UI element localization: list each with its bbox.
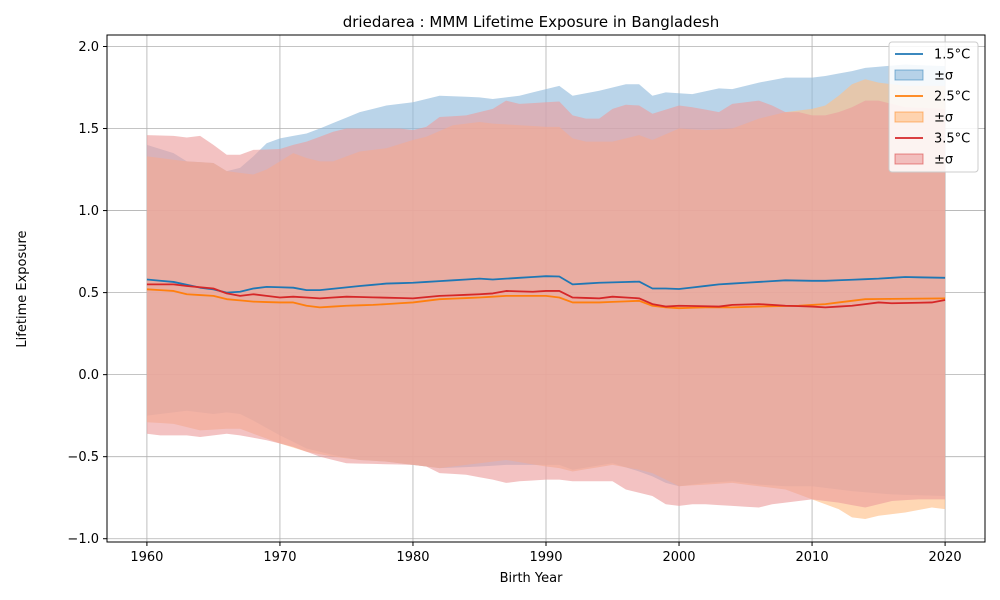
mean-line-series-2 (146, 288, 946, 310)
x-tick-label: 2020 (929, 550, 962, 565)
x-tick-label: 1980 (396, 550, 429, 565)
legend-label-series: 2.5°C (934, 90, 970, 105)
legend-band-swatch (894, 111, 924, 123)
legend: 1.5°C ±σ 2.5°C ±σ 3.5°C ±σ (888, 41, 979, 173)
x-tick-label: 2010 (796, 550, 829, 565)
x-tick-label: 1970 (263, 550, 296, 565)
y-axis-title: Lifetime Exposure (15, 230, 30, 347)
y-tick-label: 1.5 (78, 122, 99, 137)
y-tick-label: −1.0 (67, 532, 99, 547)
legend-label-series: 1.5°C (934, 48, 970, 63)
axis-ticks: 1960 1970 1980 1990 2000 2010 2020 −1.0 −0.5 0.0 0… (67, 40, 961, 565)
y-tick-label: 1.0 (78, 204, 99, 219)
y-tick-label: 0.0 (78, 368, 99, 383)
y-tick-label: 0.5 (78, 286, 99, 301)
x-tick-label: 1990 (529, 550, 562, 565)
legend-label-series: 3.5°C (934, 132, 970, 147)
legend-band-swatch (894, 69, 924, 81)
legend-label-band: ±σ (934, 153, 953, 168)
mean-line-series-1 (146, 275, 946, 294)
x-tick-label: 1960 (130, 550, 163, 565)
x-axis-title: Birth Year (500, 571, 564, 586)
series-lines (146, 275, 946, 310)
sigma-bands (146, 64, 946, 520)
y-tick-label: −0.5 (67, 450, 99, 465)
chart-title: driedarea : MMM Lifetime Exposure in Ban… (343, 13, 720, 31)
legend-label-band: ±σ (934, 111, 953, 126)
sigma-band-series-3 (146, 100, 946, 508)
y-tick-label: 2.0 (78, 40, 99, 55)
legend-band-swatch (894, 153, 924, 165)
x-tick-label: 2000 (662, 550, 695, 565)
mean-line-series-3 (146, 283, 946, 309)
legend-label-band: ±σ (934, 69, 953, 84)
